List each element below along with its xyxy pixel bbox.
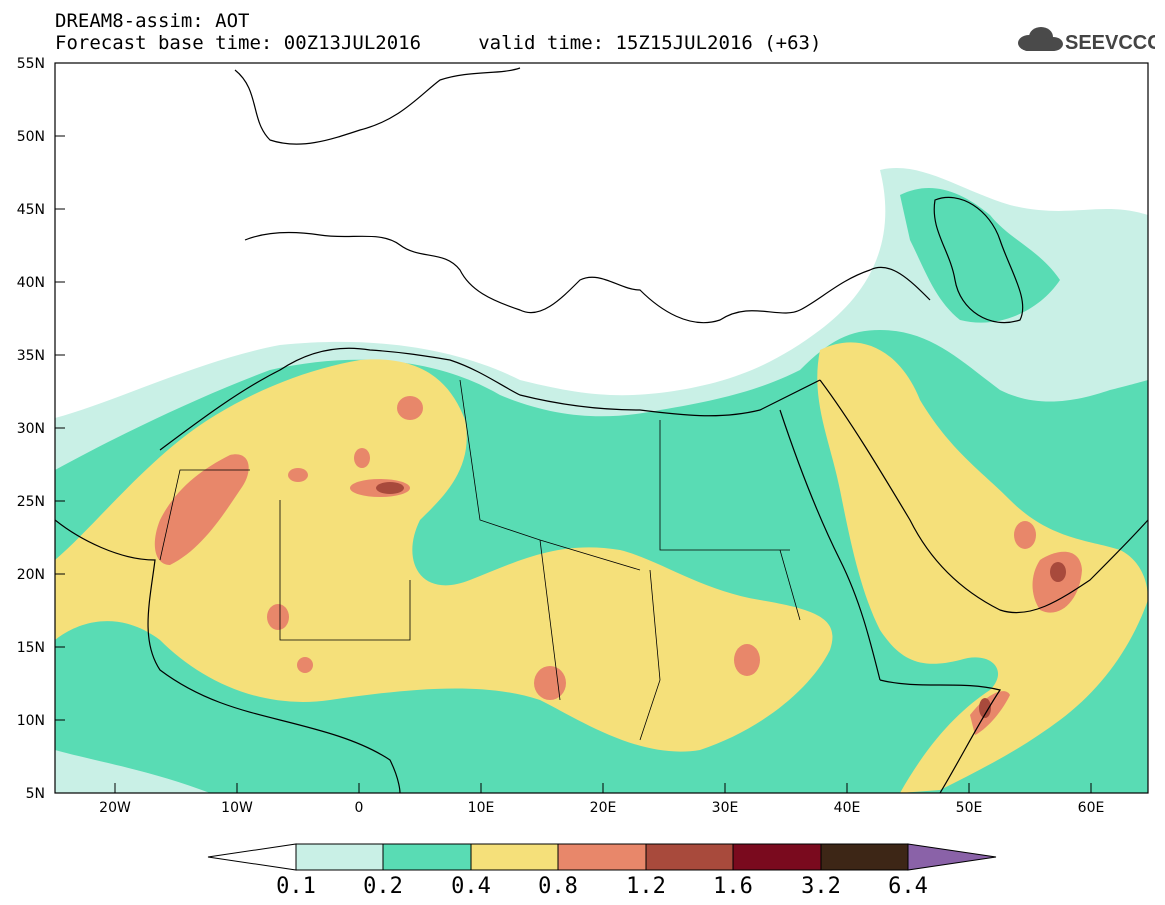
lat-label: 5N [26, 786, 45, 802]
aot-level-0-4-west [55, 359, 833, 752]
cloud-icon [1018, 27, 1063, 51]
aot-level-0-8 [734, 644, 760, 676]
colorbar [207, 843, 997, 871]
forecast-time-line: Forecast base time: 00Z13JUL2016 valid t… [55, 32, 822, 54]
lon-label: 60E [1078, 800, 1105, 816]
aot-level-0-8 [1014, 521, 1036, 549]
lon-label: 20W [99, 800, 131, 816]
aot-level-0-8 [154, 454, 249, 565]
aot-level-0-2-caspian [900, 187, 1060, 323]
horn-of-africa-coast [879, 679, 1001, 793]
colorbar-cell [295, 843, 384, 871]
aot-level-0-8 [297, 657, 313, 673]
lon-label: 10E [468, 800, 495, 816]
seevccc-logo: SEEVCCC [1018, 27, 1155, 54]
lon-axis [114, 783, 1092, 793]
colorbar-label: 3.2 [801, 874, 841, 899]
caspian-coast [933, 196, 1024, 324]
lat-label: 55N [17, 56, 45, 72]
lat-axis [55, 62, 65, 794]
lat-labels: 55N 50N 45N 40N 35N 30N 25N 20N 15N 10N … [17, 56, 45, 802]
colorbar-cell [732, 843, 822, 871]
aot-level-0-8 [397, 396, 423, 420]
colorbar-cell [820, 843, 909, 871]
lat-label: 25N [17, 494, 45, 510]
aot-level-0-8 [288, 468, 308, 482]
colorbar-cell [645, 843, 734, 871]
coastlines [55, 67, 1148, 793]
aot-level-0-8 [267, 604, 289, 630]
lat-label: 20N [17, 567, 45, 583]
lon-label: 0 [355, 800, 364, 816]
colorbar-under-arrow [207, 843, 297, 871]
chart-title: DREAM8-assim: AOT [55, 10, 250, 32]
lat-label: 15N [17, 640, 45, 656]
lat-label: 50N [17, 129, 45, 145]
west-africa-coastline [55, 519, 401, 793]
arabia-coast [819, 379, 1148, 614]
colorbar-label: 0.8 [538, 874, 578, 899]
aot-level-1-2 [979, 698, 991, 718]
lat-label: 10N [17, 713, 45, 729]
colorbar-cell [470, 843, 559, 871]
lat-label: 45N [17, 202, 45, 218]
red-sea-coast [779, 409, 881, 681]
lon-labels: 20W 10W 0 10E 20E 30E 40E 50E 60E [99, 800, 1104, 816]
lat-label: 35N [17, 348, 45, 364]
country-borders [159, 379, 801, 741]
lat-label: 30N [17, 421, 45, 437]
europe-coastline [234, 67, 931, 324]
aot-level-0-8 [534, 666, 566, 700]
aot-contours [55, 168, 1148, 793]
colorbar-labels: 0.1 0.2 0.4 0.8 1.2 1.6 3.2 6.4 [276, 874, 928, 899]
colorbar-cell [382, 843, 472, 871]
aot-level-0-8 [354, 448, 370, 468]
lon-label: 40E [834, 800, 861, 816]
colorbar-label: 6.4 [888, 874, 928, 899]
lat-label: 40N [17, 275, 45, 291]
logo-text: SEEVCCC [1065, 32, 1155, 54]
aot-level-1-2 [376, 482, 404, 494]
lon-label: 30E [712, 800, 739, 816]
aot-level-0-4-arabia [817, 342, 1148, 793]
aot-level-0-8 [1032, 551, 1082, 613]
colorbar-label: 1.6 [713, 874, 753, 899]
colorbar-cell [557, 843, 647, 871]
lon-label: 20E [590, 800, 617, 816]
colorbar-label: 0.4 [451, 874, 491, 899]
colorbar-label: 1.2 [626, 874, 666, 899]
north-africa-coastline [159, 347, 821, 451]
lon-label: 10W [221, 800, 253, 816]
lon-label: 50E [956, 800, 983, 816]
colorbar-label: 0.1 [276, 874, 316, 899]
aot-level-1-2 [1050, 562, 1066, 582]
colorbar-label: 0.2 [363, 874, 403, 899]
colorbar-over-arrow [907, 843, 997, 871]
